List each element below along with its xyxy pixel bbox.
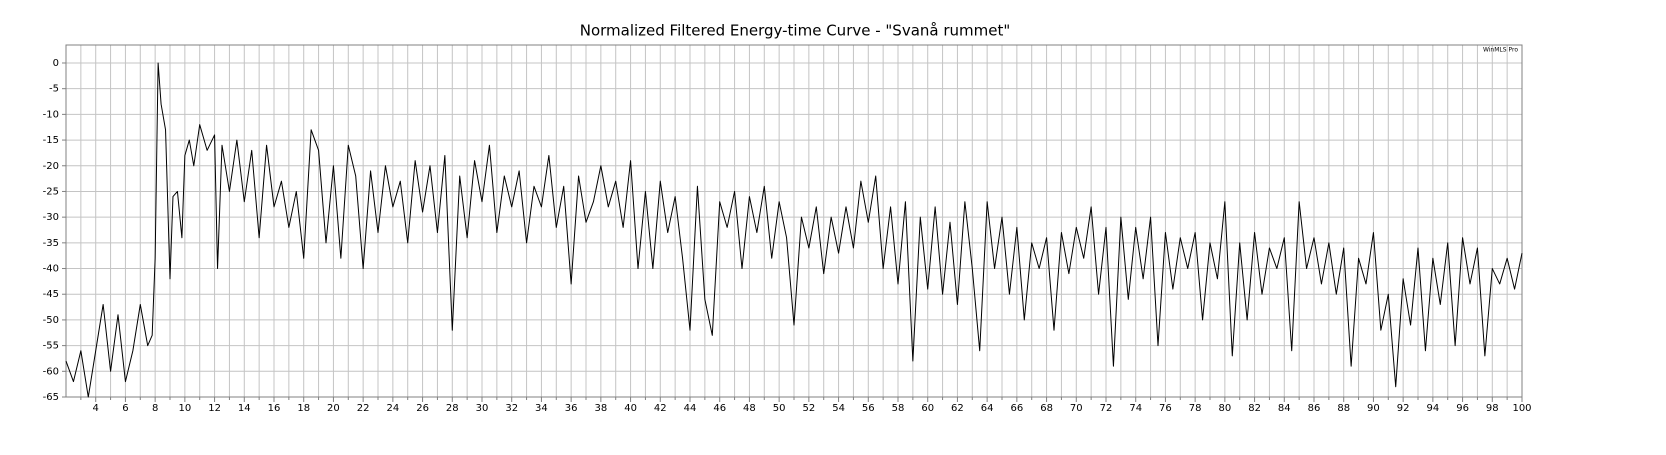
- x-tick-label: 86: [1308, 403, 1321, 414]
- x-tick-label: 66: [1010, 403, 1023, 414]
- y-tick-label: -10: [43, 109, 59, 120]
- x-tick-label: 96: [1456, 403, 1469, 414]
- x-tick-label: 10: [178, 403, 191, 414]
- x-tick-label: 20: [327, 403, 340, 414]
- x-tick-label: 82: [1248, 403, 1261, 414]
- y-tick-label: -15: [43, 135, 59, 146]
- x-tick-label: 4: [93, 403, 99, 414]
- x-tick-label: 40: [624, 403, 637, 414]
- y-tick-label: -65: [43, 392, 59, 403]
- y-tick-label: -35: [43, 238, 59, 249]
- x-tick-label: 34: [535, 403, 548, 414]
- chart-title: Normalized Filtered Energy-time Curve - …: [580, 22, 1011, 40]
- x-tick-label: 92: [1397, 403, 1410, 414]
- x-tick-label: 52: [802, 403, 815, 414]
- x-tick-label: 24: [386, 403, 399, 414]
- x-tick-label: 22: [357, 403, 370, 414]
- x-tick-label: 6: [122, 403, 128, 414]
- x-tick-label: 90: [1367, 403, 1380, 414]
- x-tick-label: 16: [268, 403, 281, 414]
- y-tick-label: -5: [49, 84, 59, 95]
- x-tick-label: 70: [1070, 403, 1083, 414]
- x-tick-label: 78: [1189, 403, 1202, 414]
- x-tick-label: 100: [1512, 403, 1531, 414]
- x-tick-label: 46: [713, 403, 726, 414]
- x-tick-label: 48: [743, 403, 756, 414]
- x-tick-label: 64: [981, 403, 994, 414]
- x-tick-label: 32: [505, 403, 518, 414]
- y-tick-label: -60: [43, 366, 59, 377]
- x-tick-label: 36: [565, 403, 578, 414]
- x-tick-label: 12: [208, 403, 221, 414]
- y-tick-label: -40: [43, 264, 59, 275]
- watermark: WinMLS Pro: [1483, 47, 1518, 54]
- x-tick-label: 80: [1218, 403, 1231, 414]
- x-tick-label: 56: [862, 403, 875, 414]
- x-tick-label: 28: [446, 403, 459, 414]
- x-tick-label: 74: [1129, 403, 1142, 414]
- x-tick-label: 14: [238, 403, 251, 414]
- y-tick-label: -20: [43, 161, 59, 172]
- x-tick-label: 26: [416, 403, 429, 414]
- x-tick-label: 60: [921, 403, 934, 414]
- x-tick-label: 42: [654, 403, 667, 414]
- y-tick-label: -55: [43, 341, 59, 352]
- x-tick-label: 50: [773, 403, 786, 414]
- x-tick-label: 62: [951, 403, 964, 414]
- x-tick-label: 30: [476, 403, 489, 414]
- x-tick-label: 94: [1426, 403, 1439, 414]
- x-tick-label: 68: [1040, 403, 1053, 414]
- y-tick-label: 0: [53, 58, 59, 69]
- y-tick-label: -45: [43, 289, 59, 300]
- x-tick-label: 76: [1159, 403, 1172, 414]
- x-tick-label: 98: [1486, 403, 1499, 414]
- y-tick-label: -50: [43, 315, 59, 326]
- grid: [66, 45, 1523, 398]
- x-tick-label: 44: [684, 403, 697, 414]
- x-tick-label: 58: [892, 403, 905, 414]
- x-tick-label: 84: [1278, 403, 1291, 414]
- x-tick-label: 18: [297, 403, 310, 414]
- x-tick-label: 54: [832, 403, 845, 414]
- x-tick-label: 88: [1337, 403, 1350, 414]
- x-tick-label: 8: [152, 403, 158, 414]
- x-tick-label: 72: [1100, 403, 1113, 414]
- x-tick-label: 38: [594, 403, 607, 414]
- y-tick-label: -25: [43, 186, 59, 197]
- y-tick-label: -30: [43, 212, 59, 223]
- data-line: [65, 62, 1523, 398]
